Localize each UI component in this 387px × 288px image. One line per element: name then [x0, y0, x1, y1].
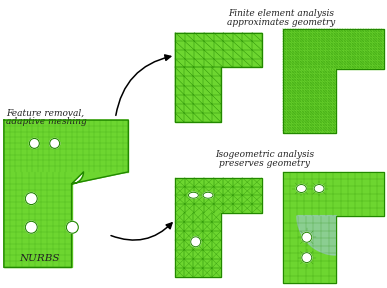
Polygon shape: [283, 29, 384, 133]
Text: NURBS: NURBS: [19, 255, 59, 264]
Text: adaptive meshing: adaptive meshing: [6, 117, 87, 126]
Ellipse shape: [314, 185, 324, 192]
Circle shape: [29, 139, 39, 148]
Ellipse shape: [296, 185, 307, 192]
Circle shape: [25, 193, 37, 204]
Text: preserves geometry: preserves geometry: [219, 159, 310, 168]
Ellipse shape: [188, 192, 199, 198]
Ellipse shape: [302, 232, 312, 242]
Polygon shape: [283, 172, 384, 283]
Text: Finite element analysis: Finite element analysis: [229, 9, 335, 18]
Text: Feature removal,: Feature removal,: [6, 108, 84, 117]
Polygon shape: [4, 120, 128, 267]
Text: Isogeometric analysis: Isogeometric analysis: [215, 150, 314, 159]
Text: approximates geometry: approximates geometry: [228, 18, 336, 26]
Ellipse shape: [191, 237, 201, 247]
Polygon shape: [175, 178, 262, 277]
Polygon shape: [175, 33, 262, 122]
Polygon shape: [297, 216, 336, 255]
Polygon shape: [4, 120, 128, 267]
Circle shape: [66, 221, 78, 233]
Ellipse shape: [203, 192, 213, 198]
Circle shape: [25, 221, 37, 233]
Circle shape: [50, 139, 60, 148]
Ellipse shape: [302, 253, 312, 263]
